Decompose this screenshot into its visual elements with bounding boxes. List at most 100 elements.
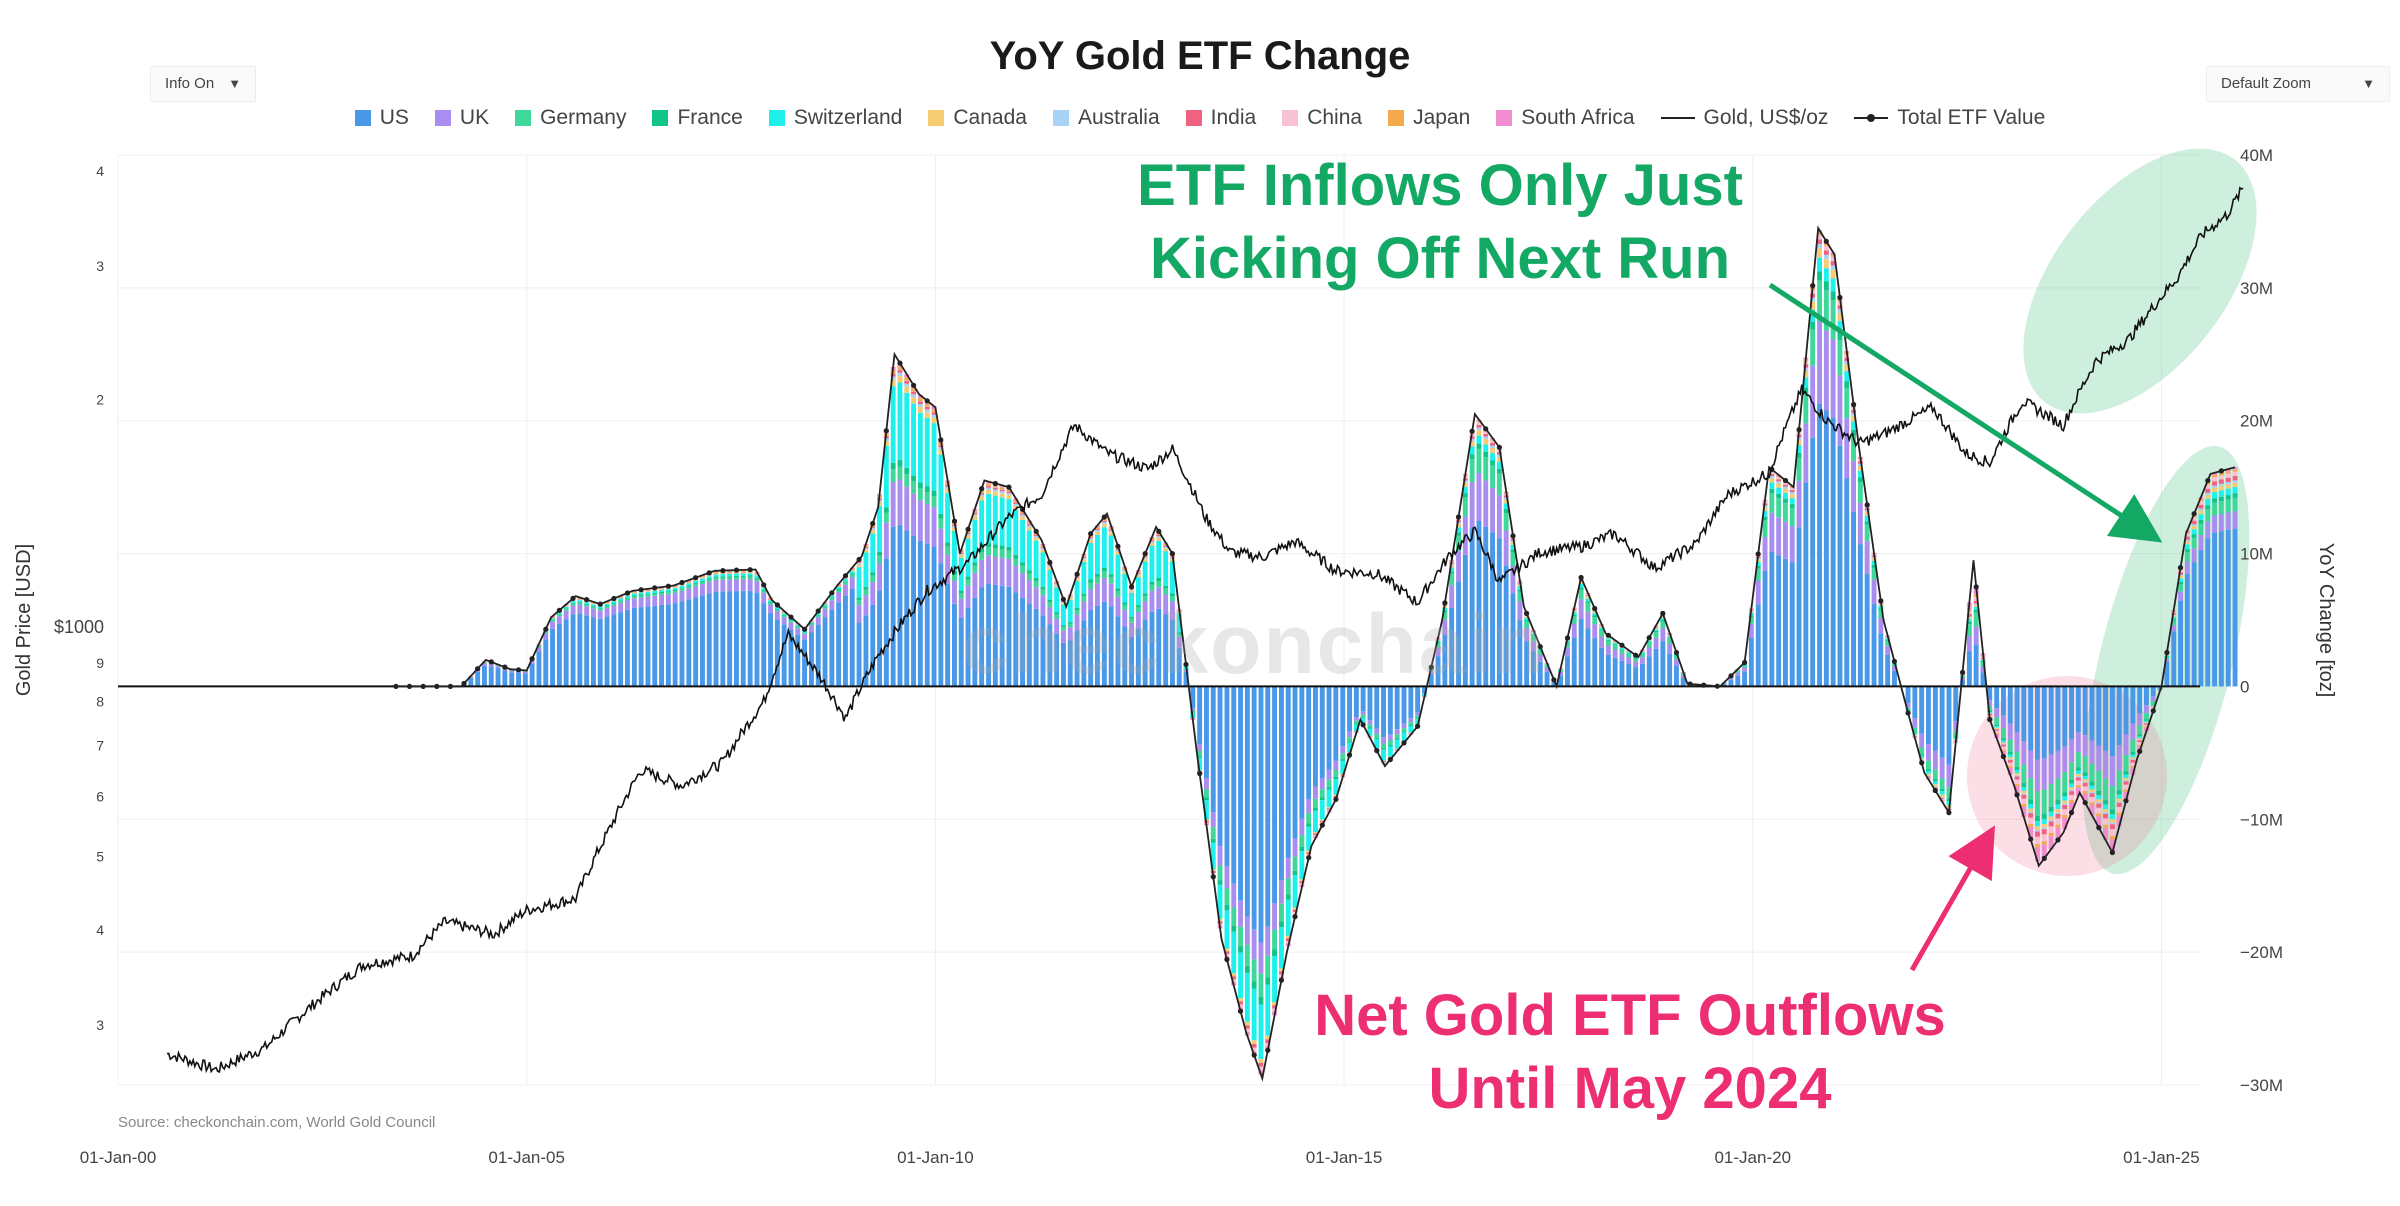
- etf-bar-segment: [2110, 814, 2115, 820]
- series-lines: [166, 186, 2244, 1082]
- etf-bar-segment: [1660, 616, 1666, 618]
- etf-bar-segment: [1285, 857, 1291, 879]
- etf-bar-segment: [2144, 722, 2149, 724]
- etf-bar-segment: [924, 503, 930, 544]
- etf-bar-segment: [1224, 954, 1230, 957]
- etf-bar-segment: [1837, 313, 1843, 321]
- etf-bar-segment: [1292, 686, 1298, 839]
- etf-bar-segment: [1490, 532, 1495, 687]
- etf-bar-segment: [2212, 532, 2217, 687]
- legend-item-india[interactable]: India: [1185, 106, 1256, 130]
- legend-item-china[interactable]: China: [1282, 106, 1362, 130]
- etf-bar-segment: [1231, 925, 1237, 932]
- etf-bar-segment: [563, 619, 569, 687]
- etf-bar-segment: [2014, 779, 2020, 784]
- legend-item-germany[interactable]: Germany: [515, 106, 626, 130]
- legend-item-uk[interactable]: UK: [434, 106, 489, 130]
- etf-bar-segment: [2082, 756, 2088, 773]
- etf-bar-segment: [1224, 948, 1230, 952]
- etf-bar-segment: [2130, 739, 2136, 752]
- legend-item-canada[interactable]: Canada: [928, 106, 1027, 130]
- etf-bar-segment: [2069, 787, 2074, 790]
- etf-bar-segment: [2116, 802, 2122, 807]
- etf-bar-segment: [2028, 827, 2034, 840]
- etf-bar-segment: [2069, 686, 2074, 740]
- etf-bar-segment: [1667, 643, 1673, 654]
- etf-bar-segment: [2110, 822, 2115, 825]
- etf-bar-segment: [870, 530, 876, 534]
- legend-item-total-etf-value[interactable]: Total ETF Value: [1854, 106, 2045, 130]
- zoom-select[interactable]: Default Zoom ▼: [2206, 66, 2390, 102]
- etf-bar-segment: [1061, 602, 1066, 605]
- total-etf-value-point: [1578, 574, 1584, 581]
- etf-bar-segment: [1939, 798, 1945, 800]
- etf-bar-segment: [1517, 620, 1523, 687]
- etf-bar-segment: [958, 598, 964, 618]
- total-etf-value-point: [1714, 683, 1720, 689]
- etf-bar-segment: [822, 617, 828, 687]
- etf-bar-segment: [2028, 686, 2034, 751]
- etf-bar-segment: [972, 565, 978, 573]
- etf-bar-segment: [1047, 569, 1053, 600]
- etf-bar-segment: [563, 606, 569, 607]
- etf-bar-segment: [1885, 638, 1891, 641]
- legend-item-switzerland[interactable]: Switzerland: [768, 106, 902, 130]
- etf-bar-segment: [2096, 816, 2102, 828]
- etf-bar-segment: [2110, 839, 2115, 853]
- etf-bar-segment: [1612, 642, 1618, 643]
- etf-bar-segment: [1653, 648, 1659, 687]
- total-etf-value-point: [570, 595, 576, 602]
- etf-bar-segment: [2055, 813, 2061, 819]
- etf-bar-segment: [2001, 738, 2006, 741]
- etf-bar-segment: [768, 599, 773, 600]
- etf-bar-segment: [1387, 740, 1393, 745]
- etf-bar-segment: [1374, 728, 1380, 734]
- etf-bar-segment: [883, 438, 889, 441]
- etf-bar-segment: [570, 614, 576, 687]
- etf-bar-segment: [1633, 658, 1639, 659]
- etf-bar-segment: [1496, 468, 1502, 474]
- etf-bar-segment: [1190, 708, 1196, 711]
- legend-item-japan[interactable]: Japan: [1388, 106, 1470, 130]
- etf-bar-segment: [584, 604, 590, 607]
- etf-bar-segment: [1285, 938, 1291, 941]
- etf-bar-segment: [890, 376, 896, 380]
- info-toggle[interactable]: Info On ▼: [150, 66, 257, 102]
- etf-bar-segment: [1524, 621, 1530, 628]
- etf-bar-segment: [1803, 367, 1809, 371]
- etf-bar-segment: [482, 665, 487, 687]
- etf-bar-segment: [1803, 377, 1809, 388]
- etf-bar-segment: [1531, 651, 1536, 687]
- legend-item-gold-us-oz[interactable]: Gold, US$/oz: [1660, 106, 1828, 130]
- y-left-tick-label: 7: [96, 738, 104, 754]
- etf-bar-segment: [1517, 601, 1523, 621]
- legend-item-south-africa[interactable]: South Africa: [1496, 106, 1635, 130]
- etf-bar-segment: [1674, 659, 1679, 666]
- etf-bar-segment: [734, 579, 739, 591]
- etf-bar-segment: [1919, 755, 1925, 759]
- etf-bar-segment: [1844, 357, 1850, 362]
- etf-bar-segment: [2075, 767, 2081, 771]
- etf-bar-segment: [1578, 584, 1584, 588]
- etf-bar-segment: [992, 495, 998, 545]
- etf-bar-segment: [1592, 617, 1598, 625]
- total-etf-value-point: [2109, 849, 2115, 856]
- etf-bar-segment: [1762, 537, 1768, 571]
- etf-bar-segment: [2171, 631, 2177, 687]
- etf-bar-segment: [1885, 645, 1891, 655]
- etf-bar-segment: [1313, 832, 1318, 834]
- legend-item-france[interactable]: France: [652, 106, 743, 130]
- etf-bar-segment: [1830, 265, 1836, 270]
- legend-item-us[interactable]: US: [354, 106, 409, 130]
- legend-item-australia[interactable]: Australia: [1052, 106, 1160, 130]
- etf-bar-segment: [897, 372, 903, 376]
- total-etf-value-point: [1033, 528, 1039, 535]
- etf-bar-segment: [1837, 445, 1843, 687]
- etf-bar-segment: [1987, 706, 1993, 711]
- etf-bar-segment: [1026, 527, 1032, 531]
- etf-bar-segment: [1612, 644, 1618, 646]
- etf-bar-segment: [1817, 234, 1822, 240]
- etf-bar-segment: [1823, 268, 1829, 282]
- etf-bar-segment: [1565, 642, 1570, 644]
- etf-bar-segment: [1469, 436, 1475, 439]
